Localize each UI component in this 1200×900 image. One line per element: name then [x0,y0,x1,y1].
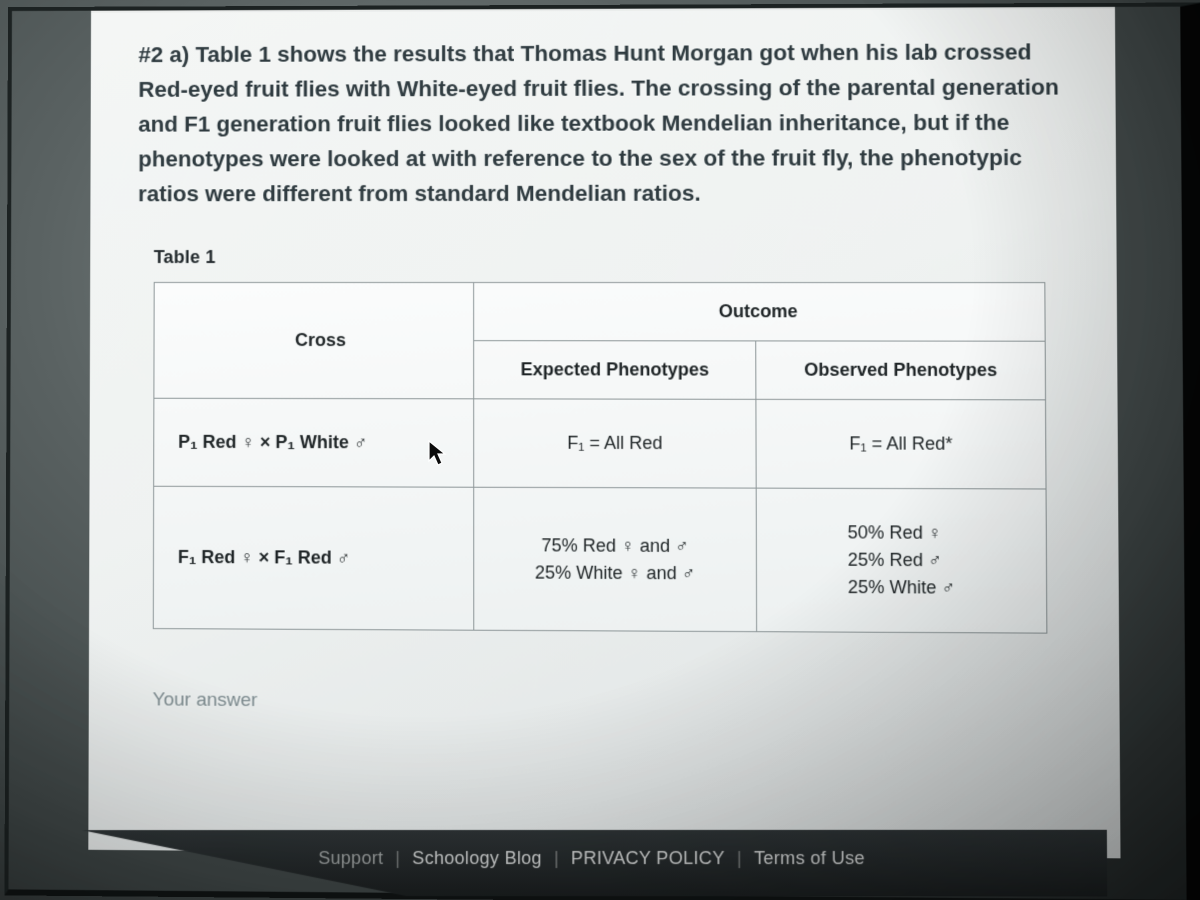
cell-expected-0: F₁ = All Red [474,399,757,488]
answer-input-placeholder[interactable]: Your answer [153,690,1120,718]
footer-link-support[interactable]: Support [318,848,383,869]
question-text: #2 a) Table 1 shows the results that Tho… [90,7,1116,212]
observed-0-0: F₁ = All Red* [849,431,952,459]
table-header-row-1: Cross Outcome [154,283,1045,342]
expected-1-1: 25% White ♀ and ♂ [535,559,696,587]
cell-cross-1: F₁ Red ♀ × F₁ Red ♂ [153,487,473,631]
cell-observed-0: F₁ = All Red* [756,400,1046,490]
page-content: #2 a) Table 1 shows the results that Tho… [88,7,1120,858]
table-caption: Table 1 [154,247,1046,268]
cell-observed-1: 50% Red ♀ 25% Red ♂ 25% White ♂ [757,488,1047,633]
col-header-cross: Cross [154,283,474,399]
observed-1-2: 25% White ♂ [848,574,956,602]
col-header-expected: Expected Phenotypes [474,341,757,400]
table-row: P₁ Red ♀ × P₁ White ♂ F₁ = All Red F₁ = … [154,399,1046,490]
expected-1-0: 75% Red ♀ and ♂ [535,532,696,560]
cell-expected-1: 75% Red ♀ and ♂ 25% White ♀ and ♂ [474,488,757,632]
footer-link-privacy[interactable]: PRIVACY POLICY [571,848,725,869]
observed-1-1: 25% Red ♂ [848,547,956,575]
footer-link-blog[interactable]: Schoology Blog [412,848,542,869]
footer-separator: | [737,848,742,869]
footer-separator: | [395,848,400,869]
col-header-observed: Observed Phenotypes [756,341,1045,400]
footer-separator: | [554,848,559,869]
cell-cross-0: P₁ Red ♀ × P₁ White ♂ [154,399,474,488]
footer-link-terms[interactable]: Terms of Use [754,848,865,869]
genetics-table: Cross Outcome Expected Phenotypes Observ… [153,282,1048,634]
col-header-outcome: Outcome [474,283,1046,342]
table-1-wrap: Table 1 Cross Outcome Expected Phenotype… [153,247,1048,634]
table-row: F₁ Red ♀ × F₁ Red ♂ 75% Red ♀ and ♂ 25% … [153,487,1047,634]
observed-1-0: 50% Red ♀ [848,520,956,548]
expected-0-0: F₁ = All Red [567,430,662,457]
